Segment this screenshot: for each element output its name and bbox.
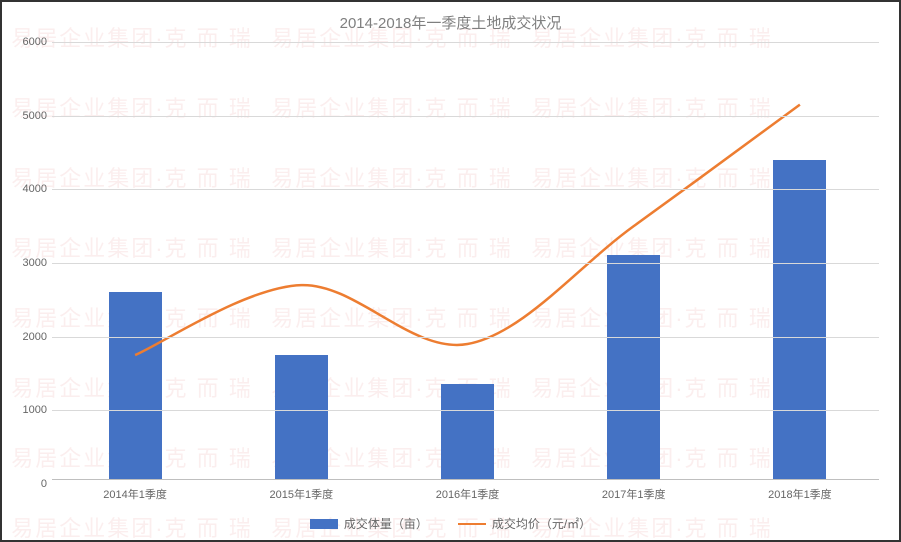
y-tick: 4000 bbox=[7, 183, 47, 195]
legend-swatch-bar bbox=[310, 519, 338, 529]
legend-item-bar: 成交体量（亩） bbox=[310, 515, 428, 532]
legend: 成交体量（亩） 成交均价（元/㎡） bbox=[2, 515, 899, 532]
gridline bbox=[52, 263, 879, 264]
y-tick: 0 bbox=[7, 478, 47, 490]
legend-swatch-line bbox=[458, 523, 486, 525]
y-tick: 2000 bbox=[7, 331, 47, 343]
line-layer bbox=[52, 42, 879, 480]
gridline bbox=[52, 410, 879, 411]
y-tick: 5000 bbox=[7, 110, 47, 122]
gridline bbox=[52, 42, 879, 43]
y-tick: 1000 bbox=[7, 404, 47, 416]
y-tick: 6000 bbox=[7, 36, 47, 48]
x-label: 2015年1季度 bbox=[270, 486, 334, 502]
chart-frame: 易居企业集团·克 而 瑞易居企业集团·克 而 瑞易居企业集团·克 而 瑞易居企业… bbox=[0, 0, 901, 542]
legend-label-bar: 成交体量（亩） bbox=[344, 515, 428, 532]
gridline bbox=[52, 189, 879, 190]
chart-title: 2014-2018年一季度土地成交状况 bbox=[2, 12, 899, 33]
legend-label-line: 成交均价（元/㎡） bbox=[492, 515, 591, 532]
x-label: 2014年1季度 bbox=[103, 486, 167, 502]
y-tick: 3000 bbox=[7, 257, 47, 269]
line-path bbox=[135, 105, 800, 355]
x-label: 2018年1季度 bbox=[768, 486, 832, 502]
legend-item-line: 成交均价（元/㎡） bbox=[458, 515, 591, 532]
gridline bbox=[52, 116, 879, 117]
plot-area: 0100020003000400050006000 2014年1季度2015年1… bbox=[52, 42, 879, 480]
x-label: 2017年1季度 bbox=[602, 486, 666, 502]
x-axis-baseline bbox=[52, 479, 879, 480]
gridline bbox=[52, 337, 879, 338]
x-label: 2016年1季度 bbox=[436, 486, 500, 502]
